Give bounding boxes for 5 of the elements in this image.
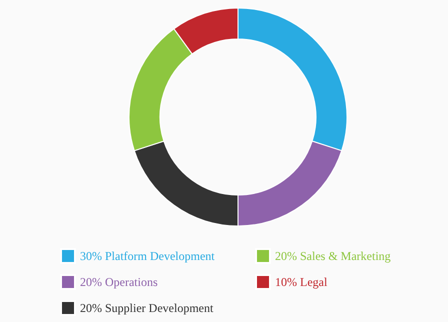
legend-label: 20% Supplier Development: [80, 301, 214, 315]
legend-label: 20% Sales & Marketing: [275, 249, 391, 263]
legend-label: 20% Operations: [80, 275, 158, 289]
legend-label: 30% Platform Development: [80, 249, 216, 263]
legend-label: 10% Legal: [275, 275, 328, 289]
